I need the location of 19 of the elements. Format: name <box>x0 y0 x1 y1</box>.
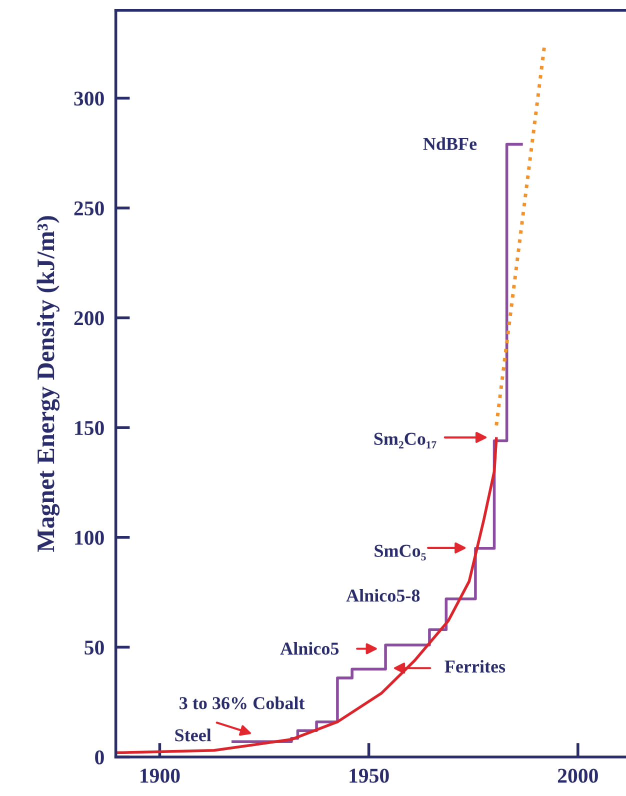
annotation: Alnico5 <box>280 642 339 655</box>
y-tick-label: 150 <box>75 420 104 436</box>
annotation: NdBFe <box>423 137 477 150</box>
annotation: Ferrites <box>444 660 506 673</box>
y-tick-label: 200 <box>74 311 104 326</box>
x-tick-label: 1950 <box>350 768 389 783</box>
y-axis-title: Magnet Energy Density (kJ/m³) <box>36 216 60 552</box>
annotation: Alnico5-8 <box>346 589 420 602</box>
y-tick-label: 0 <box>95 750 104 764</box>
annotation: Sm₂Co₁₇ <box>374 432 436 448</box>
annotation: SmCo₅ <box>374 544 426 560</box>
annotation: 3 to 36% Cobalt <box>180 696 305 710</box>
y-tick-label: 300 <box>74 92 104 106</box>
y-tick-label: 50 <box>84 640 104 655</box>
annotation: Steel <box>175 728 212 742</box>
x-tick-label: 2000 <box>558 768 598 783</box>
y-tick-label: 100 <box>75 530 104 545</box>
x-tick-label: 1900 <box>140 768 180 783</box>
y-tick-label: 250 <box>74 201 104 216</box>
